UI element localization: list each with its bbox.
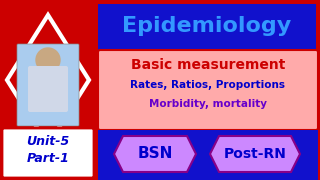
Text: Unit-5
Part-1: Unit-5 Part-1 xyxy=(26,135,70,165)
Text: Epidemiology: Epidemiology xyxy=(122,16,292,36)
FancyBboxPatch shape xyxy=(17,44,79,126)
FancyBboxPatch shape xyxy=(2,128,94,178)
Polygon shape xyxy=(7,15,89,145)
FancyBboxPatch shape xyxy=(98,50,318,130)
Text: Morbidity, mortality: Morbidity, mortality xyxy=(149,99,267,109)
Polygon shape xyxy=(114,136,196,172)
FancyBboxPatch shape xyxy=(98,4,316,50)
Text: Rates, Ratios, Proportions: Rates, Ratios, Proportions xyxy=(131,80,285,90)
FancyBboxPatch shape xyxy=(28,66,68,112)
Polygon shape xyxy=(210,136,300,172)
Text: Post-RN: Post-RN xyxy=(224,147,286,161)
Circle shape xyxy=(36,48,60,72)
Text: Basic measurement: Basic measurement xyxy=(131,58,285,72)
Text: BSN: BSN xyxy=(137,147,173,161)
Bar xyxy=(98,130,318,180)
